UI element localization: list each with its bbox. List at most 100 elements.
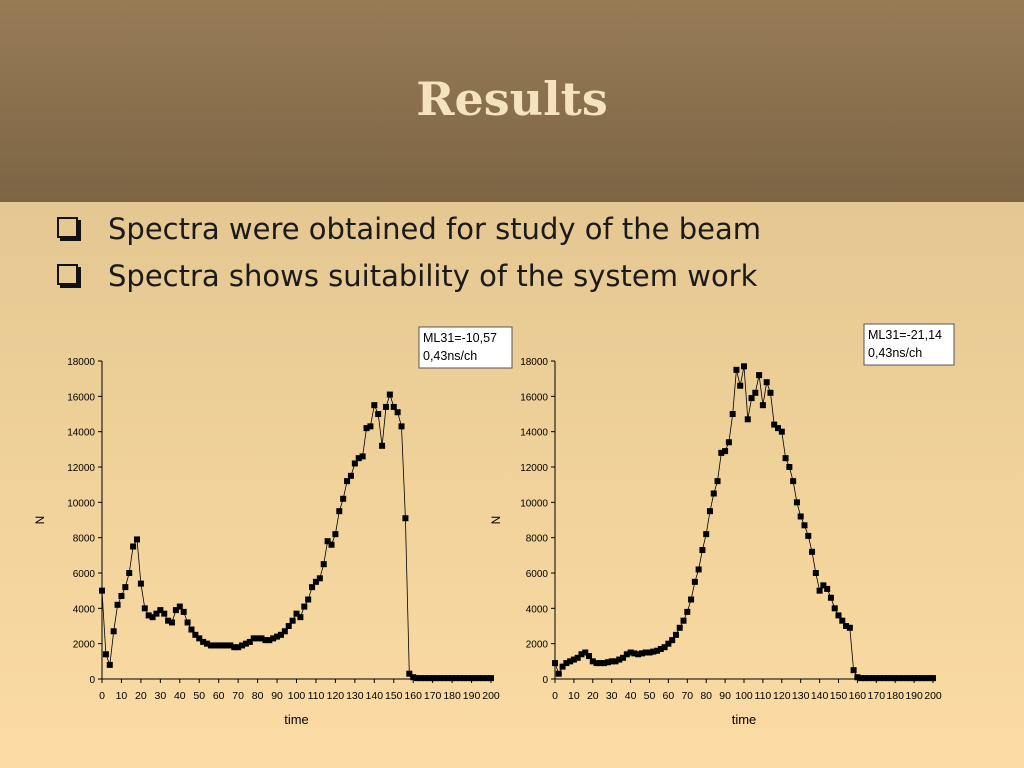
- data-point: [601, 660, 608, 667]
- data-point: [907, 675, 914, 682]
- data-point: [759, 402, 766, 409]
- x-tick-label: 140: [366, 690, 384, 702]
- data-point: [824, 585, 831, 592]
- data-point: [801, 522, 808, 529]
- data-point: [884, 675, 891, 682]
- y-tick-label: 18000: [520, 357, 548, 368]
- x-tick-label: 90: [271, 690, 283, 702]
- data-point: [676, 624, 683, 631]
- y-tick-label: 4000: [526, 604, 549, 615]
- data-point: [188, 626, 195, 633]
- data-point: [425, 675, 432, 682]
- data-point: [266, 637, 273, 644]
- data-point: [578, 651, 585, 658]
- data-point: [153, 610, 160, 617]
- annotation-text: 0,43ns/ch: [868, 346, 922, 360]
- data-point: [180, 608, 187, 615]
- data-point: [145, 612, 152, 619]
- data-point: [744, 416, 751, 423]
- x-tick-label: 100: [735, 690, 753, 702]
- data-point: [589, 658, 596, 665]
- y-tick-label: 14000: [520, 428, 548, 439]
- y-tick-label: 8000: [73, 534, 96, 545]
- data-point: [888, 675, 895, 682]
- data-point: [710, 490, 717, 497]
- data-point: [417, 675, 424, 682]
- series-line: [101, 393, 491, 679]
- data-point: [449, 675, 456, 682]
- data-point: [892, 675, 899, 682]
- y-tick-label: 10000: [520, 498, 548, 509]
- data-point: [118, 592, 125, 599]
- data-point: [270, 635, 277, 642]
- data-point: [812, 570, 819, 576]
- x-tick-label: 170: [424, 690, 442, 702]
- data-point: [254, 635, 261, 642]
- data-point: [699, 547, 706, 554]
- x-tick-label: 90: [719, 690, 731, 702]
- data-point: [793, 499, 800, 506]
- annotation-text: 0,43ns/ch: [423, 349, 477, 363]
- data-point: [382, 403, 389, 410]
- x-axis-label: time: [284, 712, 309, 727]
- x-axis-label: time: [732, 712, 757, 727]
- data-point: [775, 425, 782, 432]
- data-point: [741, 363, 747, 370]
- data-point: [737, 382, 744, 389]
- x-tick-label: 20: [135, 690, 147, 702]
- data-point: [691, 578, 698, 585]
- data-point: [688, 596, 695, 603]
- y-tick-label: 12000: [67, 463, 95, 474]
- y-axis-label: N: [33, 516, 47, 525]
- data-point: [340, 495, 347, 502]
- data-point: [130, 543, 137, 550]
- data-point: [328, 541, 335, 548]
- data-point: [169, 619, 176, 626]
- x-tick-label: 40: [174, 690, 186, 702]
- data-point: [646, 649, 653, 656]
- data-point: [805, 532, 812, 539]
- x-tick-label: 110: [755, 690, 772, 702]
- data-point: [359, 453, 366, 460]
- data-point: [880, 675, 887, 682]
- data-point: [480, 675, 487, 682]
- data-point: [277, 631, 284, 638]
- data-point: [402, 515, 409, 522]
- data-point: [582, 649, 589, 656]
- data-point: [763, 379, 770, 386]
- x-tick-label: 160: [404, 690, 422, 702]
- data-point: [176, 603, 183, 610]
- x-tick-label: 70: [232, 690, 244, 702]
- data-point: [752, 389, 759, 396]
- x-tick-label: 100: [288, 690, 306, 702]
- data-point: [725, 439, 732, 446]
- bullet-text: Spectra shows suitability of the system …: [108, 259, 758, 293]
- data-point: [922, 675, 929, 682]
- x-tick-label: 40: [625, 690, 637, 702]
- data-point: [410, 674, 417, 681]
- data-point: [650, 648, 657, 655]
- data-point: [756, 372, 763, 379]
- data-point: [680, 617, 687, 624]
- data-point: [262, 637, 269, 644]
- data-point: [914, 675, 921, 682]
- data-point: [320, 561, 327, 568]
- y-tick-label: 14000: [67, 428, 95, 439]
- y-tick-label: 2000: [73, 640, 96, 651]
- data-point: [627, 649, 634, 656]
- x-tick-label: 150: [830, 690, 848, 702]
- data-point: [488, 675, 494, 682]
- x-tick-label: 60: [663, 690, 675, 702]
- data-point: [196, 635, 203, 642]
- data-point: [192, 631, 199, 638]
- data-point: [476, 675, 483, 682]
- data-point: [390, 403, 397, 410]
- x-tick-label: 30: [606, 690, 618, 702]
- data-point: [344, 478, 351, 485]
- x-tick-label: 110: [308, 690, 325, 702]
- data-point: [593, 660, 600, 667]
- data-point: [552, 660, 558, 667]
- data-point: [172, 607, 179, 614]
- data-point: [110, 628, 117, 635]
